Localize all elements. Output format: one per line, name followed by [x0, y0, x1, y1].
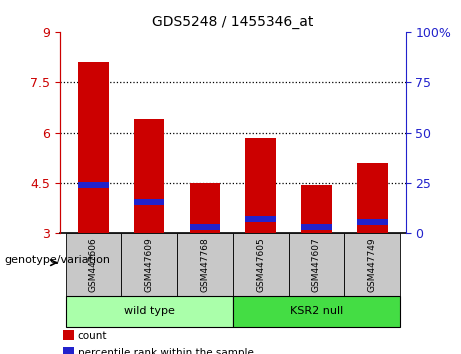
Bar	[289, 234, 344, 296]
Text: GSM447768: GSM447768	[201, 237, 209, 292]
Bar	[301, 224, 332, 230]
Bar	[177, 234, 233, 296]
Text: GSM447605: GSM447605	[256, 237, 265, 292]
Bar	[78, 182, 109, 188]
Bar	[344, 234, 400, 296]
Bar	[78, 62, 109, 234]
Bar	[189, 183, 220, 234]
Bar	[63, 330, 74, 340]
Bar	[233, 234, 289, 296]
Text: genotype/variation: genotype/variation	[5, 255, 111, 265]
Bar	[357, 163, 388, 234]
Text: GSM447609: GSM447609	[145, 237, 154, 292]
Bar	[245, 216, 276, 222]
Title: GDS5248 / 1455346_at: GDS5248 / 1455346_at	[152, 16, 313, 29]
Bar	[134, 119, 165, 234]
Bar	[65, 296, 233, 326]
Text: percentile rank within the sample: percentile rank within the sample	[78, 348, 254, 354]
Text: GSM447606: GSM447606	[89, 237, 98, 292]
Bar	[189, 224, 220, 230]
Bar	[245, 138, 276, 234]
Text: count: count	[78, 331, 107, 341]
Text: KSR2 null: KSR2 null	[290, 306, 343, 316]
Text: GSM447749: GSM447749	[368, 238, 377, 292]
Bar	[63, 347, 74, 354]
Bar	[65, 234, 121, 296]
Bar	[357, 219, 388, 225]
Bar	[121, 234, 177, 296]
Text: GSM447607: GSM447607	[312, 237, 321, 292]
Bar	[301, 185, 332, 234]
Bar	[233, 296, 400, 326]
Bar	[134, 199, 165, 205]
Text: wild type: wild type	[124, 306, 175, 316]
